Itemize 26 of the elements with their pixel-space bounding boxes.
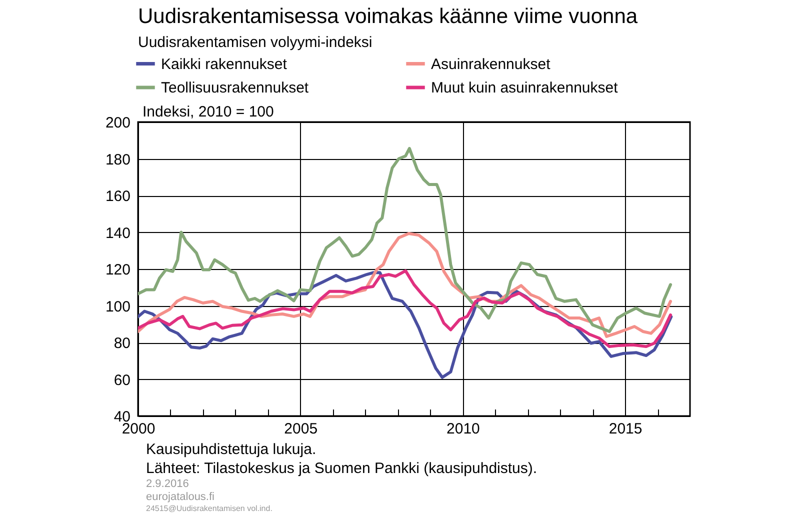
x-tick-label: 2015 <box>608 420 642 438</box>
y-tick-label: 100 <box>105 298 130 316</box>
chart-subtitle: Uudisrakentamisen volyymi-indeksi <box>138 34 372 51</box>
y-tick-label: 160 <box>105 188 130 205</box>
x-tick-label: 2005 <box>284 420 318 438</box>
legend-label: Asuinrakennukset <box>431 56 552 73</box>
y-tick-label: 80 <box>114 335 130 352</box>
line-series <box>138 269 672 348</box>
text: eurojatalous.fi <box>146 491 216 504</box>
y-axis-title: Indeksi, 2010 = 100 <box>142 104 274 120</box>
y-tick-label: 140 <box>105 224 130 242</box>
chart-title: Uudisrakentamisessa voimakas käänne viime vuonna <box>138 5 638 28</box>
legend-label: Kaikki rakennukset <box>161 56 288 73</box>
x-tick-label: 2000 <box>122 420 156 438</box>
y-tick-label: 60 <box>114 372 130 389</box>
y-tick-label: 200 <box>105 114 130 132</box>
y-tick-label: 180 <box>105 151 130 168</box>
legend-label: Muut kuin asuinrakennukset <box>431 80 619 96</box>
x-tick-label: 2010 <box>446 420 480 438</box>
text: 2.9.2016 <box>146 478 190 491</box>
text: Lähteet: Tilastokeskus ja Suomen Pankki (kausipuhdistus). <box>146 459 538 478</box>
text: Kausipuhdistettuja lukuja. <box>146 440 318 459</box>
legend-label: Teollisuusrakennukset <box>161 80 310 96</box>
y-tick-label: 120 <box>105 262 130 278</box>
text: 24515@Uudisrakentamisen vol.ind. <box>146 504 274 514</box>
line-series <box>138 146 672 333</box>
